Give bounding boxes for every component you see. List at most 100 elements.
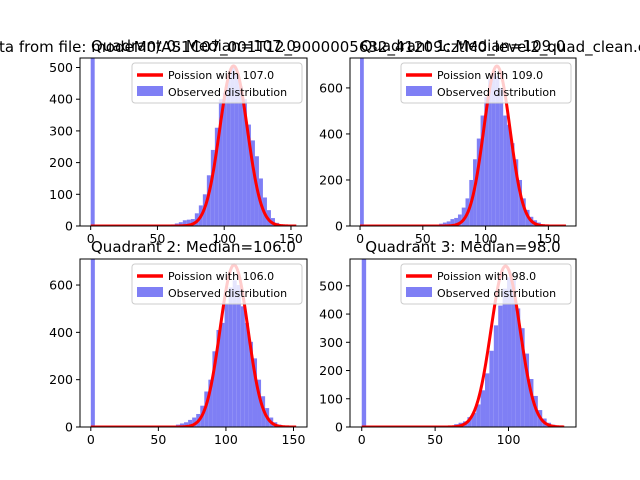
x-tick-label: 100 xyxy=(474,231,498,246)
plot-area xyxy=(361,259,565,427)
histogram-bar xyxy=(224,303,229,427)
x-tick-label: 50 xyxy=(149,231,165,246)
histogram-bar xyxy=(446,221,451,226)
histogram-bar xyxy=(491,71,496,226)
histogram-bar xyxy=(222,92,227,226)
y-tick-label: 200 xyxy=(319,172,343,187)
panel-title: Quadrant 1: Median=109.0 xyxy=(361,37,566,55)
histogram-bar xyxy=(471,412,477,427)
histogram-bar xyxy=(218,99,223,226)
y-tick-label: 0 xyxy=(335,219,343,234)
legend-bars-label: Observed distribution xyxy=(168,287,287,300)
histogram-bar xyxy=(220,322,225,427)
legend-bars-swatch xyxy=(137,287,163,297)
histogram-bar xyxy=(230,67,235,226)
histogram-bar xyxy=(242,99,247,226)
histogram-bar xyxy=(480,115,485,226)
x-tick-label: 0 xyxy=(356,231,364,246)
histogram-bar xyxy=(454,217,458,226)
histogram-bar xyxy=(90,259,95,427)
legend-box xyxy=(400,263,572,305)
histogram-bar xyxy=(485,373,490,427)
histogram-bar xyxy=(488,78,492,226)
histogram-bar xyxy=(510,143,515,226)
legend-bars-label: Observed distribution xyxy=(437,86,556,99)
plot-area xyxy=(90,58,297,226)
histogram-bar xyxy=(234,73,239,226)
histogram-bar xyxy=(184,422,189,427)
histogram-bar xyxy=(244,322,249,427)
histogram-bar xyxy=(90,58,95,226)
histogram-bar xyxy=(524,353,530,427)
histogram-bar xyxy=(495,76,500,226)
legend-bars-label: Observed distribution xyxy=(168,86,287,99)
histogram-bar xyxy=(257,379,262,427)
histogram-bar xyxy=(450,219,455,226)
histogram-bar xyxy=(210,149,215,226)
legend-bars-swatch xyxy=(406,287,432,297)
histogram-bar xyxy=(467,417,472,427)
y-tick-label: 600 xyxy=(319,80,343,95)
y-tick-label: 0 xyxy=(65,219,73,234)
histogram-bar xyxy=(179,423,185,427)
y-tick-label: 200 xyxy=(319,363,343,378)
y-tick-label: 100 xyxy=(49,187,73,202)
histogram-bar xyxy=(503,115,507,226)
histogram-bar xyxy=(250,140,255,226)
histogram-bar xyxy=(246,124,251,226)
legend-curve-label: Poission with 107.0 xyxy=(168,69,274,82)
histogram-bar xyxy=(360,58,364,226)
plot-area xyxy=(360,58,566,226)
quadrant-3-panel: 0 50 100 0 100 200 300 400 500 Quadrant 3: Median… xyxy=(319,238,577,447)
panel-title: Quadrant 2: Median=106.0 xyxy=(91,238,296,256)
histogram-bar xyxy=(214,127,219,226)
axes-frame xyxy=(349,57,577,227)
quadrant-1-panel: 0 50 100 150 0 200 400 600 Quadrant 1: Median=10… xyxy=(319,37,577,246)
x-tick-label: 100 xyxy=(212,231,236,246)
x-tick-label: 100 xyxy=(214,432,238,447)
panel-title: Quadrant 0: Median=107.0 xyxy=(91,37,296,55)
y-tick-label: 200 xyxy=(49,155,73,170)
y-tick-label: 500 xyxy=(319,278,343,293)
x-tick-label: 150 xyxy=(279,231,303,246)
poisson-curve xyxy=(360,64,566,226)
legend-curve-label: Poission with 109.0 xyxy=(437,69,543,82)
histogram-bar xyxy=(236,285,241,427)
histogram-bar xyxy=(226,77,231,226)
x-tick-label: 150 xyxy=(282,432,306,447)
y-tick-label: 400 xyxy=(49,92,73,107)
histogram-bar xyxy=(515,308,521,427)
histogram-bar xyxy=(186,219,191,226)
x-tick-label: 50 xyxy=(150,432,166,447)
plot-area xyxy=(90,259,298,427)
x-tick-label: 50 xyxy=(427,432,443,447)
y-tick-label: 300 xyxy=(49,123,73,138)
poisson-curve xyxy=(90,263,297,427)
histogram-bar xyxy=(489,350,494,427)
panel-title: Quadrant 3: Median=98.0 xyxy=(365,238,560,256)
quadrant-2-panel: 0 50 100 150 0 200 400 600 Quadrant 2: Median=10… xyxy=(49,238,308,447)
histogram-bar xyxy=(461,207,466,226)
histogram-bar xyxy=(493,325,499,427)
histogram-bar xyxy=(212,351,217,427)
histogram-bar xyxy=(499,87,504,226)
poisson-curve xyxy=(90,64,297,226)
histogram-bar xyxy=(192,417,197,427)
histogram-bar xyxy=(507,277,512,427)
x-tick-label: 0 xyxy=(358,432,366,447)
histogram-bar xyxy=(480,390,486,427)
figure-suptitle: Data from file: modeM0/AS1C07_001T12_900… xyxy=(0,38,640,57)
legend-bars-swatch xyxy=(137,86,163,96)
y-tick-label: 0 xyxy=(335,420,343,435)
histogram-bar xyxy=(511,280,516,427)
histogram-bar xyxy=(188,419,193,427)
legend-bars-label: Observed distribution xyxy=(437,287,556,300)
x-tick-label: 0 xyxy=(87,432,95,447)
histogram-bar xyxy=(216,329,221,427)
histogram-bar xyxy=(506,124,511,226)
histogram-bar xyxy=(514,159,519,226)
histogram-bar xyxy=(484,97,489,226)
x-tick-label: 50 xyxy=(415,231,431,246)
y-tick-label: 0 xyxy=(65,420,73,435)
